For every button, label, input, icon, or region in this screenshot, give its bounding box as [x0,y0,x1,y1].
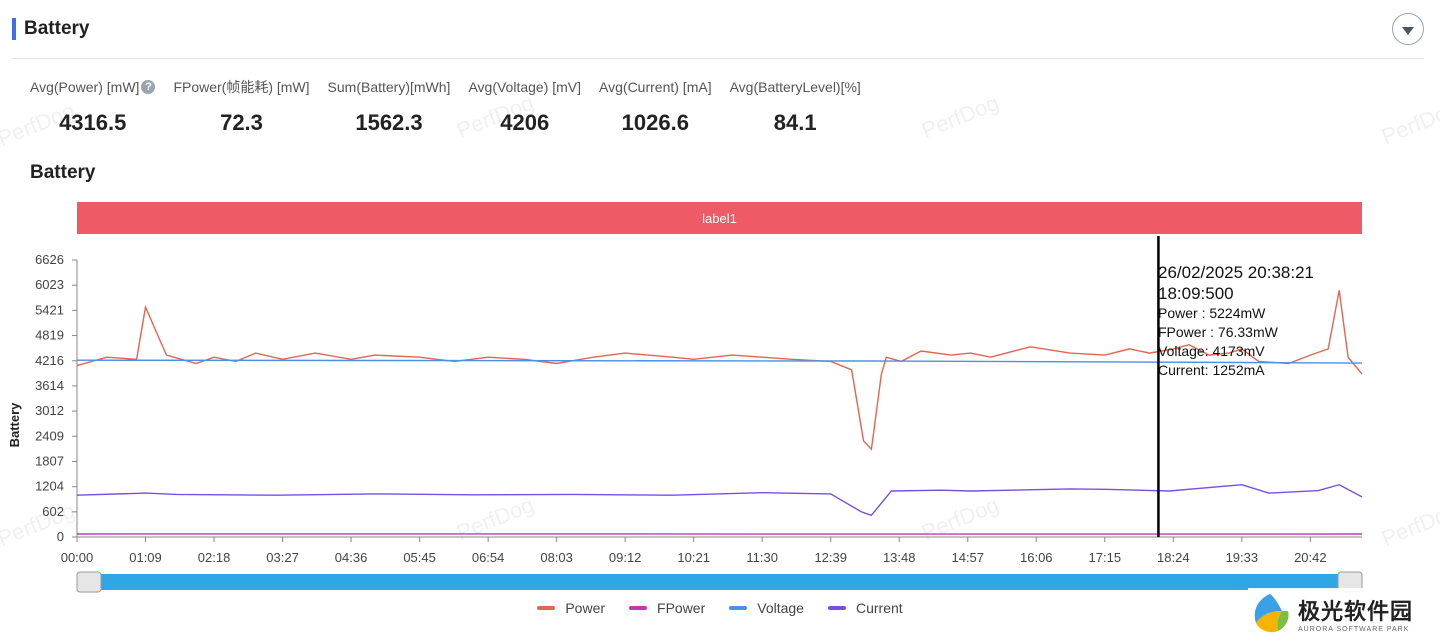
stat-avg-power: Avg(Power) [mW]? 4316.5 [30,74,156,136]
stat-label: Sum(Battery)[mWh] [327,79,451,95]
legend-label: Voltage [757,600,804,616]
legend-label: Current [855,600,903,616]
x-tick-label: 20:42 [1294,550,1327,565]
y-axis-label: Battery [7,402,22,448]
tooltip-elapsed: 18:09:500 [1158,284,1234,303]
stat-value: 84.1 [773,110,817,135]
tooltip-fpower: FPower : 76.33mW [1158,324,1278,340]
brand-name: 极光软件园 [1298,598,1414,624]
brand-logo: 极光软件园 AURORA SOFTWARE PARK [1248,588,1438,638]
y-tick-label: 6023 [35,277,64,292]
stat-value: 4316.5 [59,110,127,135]
y-tick-label: 2409 [35,428,64,443]
y-tick-label: 602 [42,504,64,519]
y-tick-label: 0 [57,529,64,544]
help-icon[interactable]: ? [141,80,156,94]
stat-value: 4206 [500,110,550,135]
stat-label: Avg(Power) [mW] [30,79,140,95]
label-band [77,202,1362,234]
x-tick-label: 13:48 [883,550,916,565]
legend-swatch [729,606,748,610]
x-tick-label: 02:18 [198,550,231,565]
legend-item-current[interactable]: Current [827,600,903,616]
legend-label: Power [565,600,606,616]
series-line-voltage [76,359,1363,364]
collapse-button[interactable] [1392,13,1424,45]
tooltip-current: Current: 1252mA [1158,362,1265,378]
x-tick-label: 19:33 [1226,550,1259,565]
stat-avg-battery-level: Avg(BatteryLevel)[%] 84.1 [730,74,861,136]
x-tick-label: 04:36 [335,550,368,565]
x-tick-label: 06:54 [472,550,505,565]
y-tick-label: 5421 [35,302,64,317]
legend-swatch [827,606,846,610]
chart-title: Battery [30,162,96,183]
section-title: Battery [24,18,90,39]
legend-swatch [537,606,556,610]
label-band-text: label1 [702,211,737,226]
x-tick-label: 10:21 [677,550,710,565]
stat-label: Avg(BatteryLevel)[%] [729,79,861,95]
x-tick-label: 14:57 [951,550,984,565]
x-tick-label: 11:30 [746,550,778,565]
section-accent-bar [12,18,16,40]
y-tick-label: 3012 [35,403,64,418]
stat-value: 1026.6 [621,110,689,135]
series-line-power [76,290,1363,451]
x-tick-label: 12:39 [814,550,847,565]
stat-label: Avg(Current) [mA] [599,79,712,95]
y-tick-label: 6626 [35,252,64,267]
y-tick-label: 1204 [35,479,64,494]
chart-tooltip: 26/02/2025 20:38:21 18:09:500 Power : 52… [1158,262,1314,380]
zoom-slider-track [77,574,1362,590]
legend-swatch [629,606,648,610]
zoom-handle-left[interactable] [76,571,102,593]
x-tick-label: 05:45 [403,550,436,565]
series-line-current [76,483,1363,517]
stat-fpower: FPower(帧能耗) [mW] 72.3 [173,74,309,136]
x-tick-label: 03:27 [266,550,299,565]
stat-sum-battery: Sum(Battery)[mWh] 1562.3 [328,74,451,136]
x-tick-label: 16:06 [1020,550,1053,565]
x-tick-label: 09:12 [609,550,642,565]
legend-item-fpower[interactable]: FPower [629,600,705,616]
y-tick-label: 4216 [35,353,64,368]
chevron-down-icon [1402,26,1414,35]
legend-label: FPower [657,600,706,616]
stat-label: Avg(Voltage) [mV] [468,79,582,95]
y-tick-label: 3614 [35,378,64,393]
tooltip-power: Power : 5224mW [1158,305,1266,321]
aurora-logo-icon [1254,594,1289,633]
legend-item-power[interactable]: Power [537,600,605,616]
stat-value: 1562.3 [355,110,423,135]
legend-item-voltage[interactable]: Voltage [729,600,804,616]
x-tick-label: 18:24 [1157,550,1190,565]
stat-avg-voltage: Avg(Voltage) [mV] 4206 [468,74,581,136]
x-tick-label: 17:15 [1089,550,1122,565]
x-tick-label: 08:03 [540,550,573,565]
y-tick-label: 1807 [35,453,64,468]
y-tick-label: 4819 [35,328,64,343]
stat-value: 72.3 [220,110,263,135]
chart-legend: Power FPower Voltage Current [0,600,1440,616]
tooltip-datetime: 26/02/2025 20:38:21 [1158,263,1314,282]
x-tick-label: 00:00 [61,550,94,565]
stats-row: Avg(Power) [mW]? 4316.5 FPower(帧能耗) [mW]… [30,74,879,136]
header-divider [12,58,1424,59]
brand-subtitle: AURORA SOFTWARE PARK [1298,625,1410,633]
section-header: Battery [12,12,89,46]
x-tick-label: 01:09 [129,550,162,565]
stat-label: FPower(帧能耗) [mW] [173,79,310,95]
tooltip-voltage: Voltage: 4173mV [1158,343,1265,359]
stat-avg-current: Avg(Current) [mA] 1026.6 [599,74,712,136]
